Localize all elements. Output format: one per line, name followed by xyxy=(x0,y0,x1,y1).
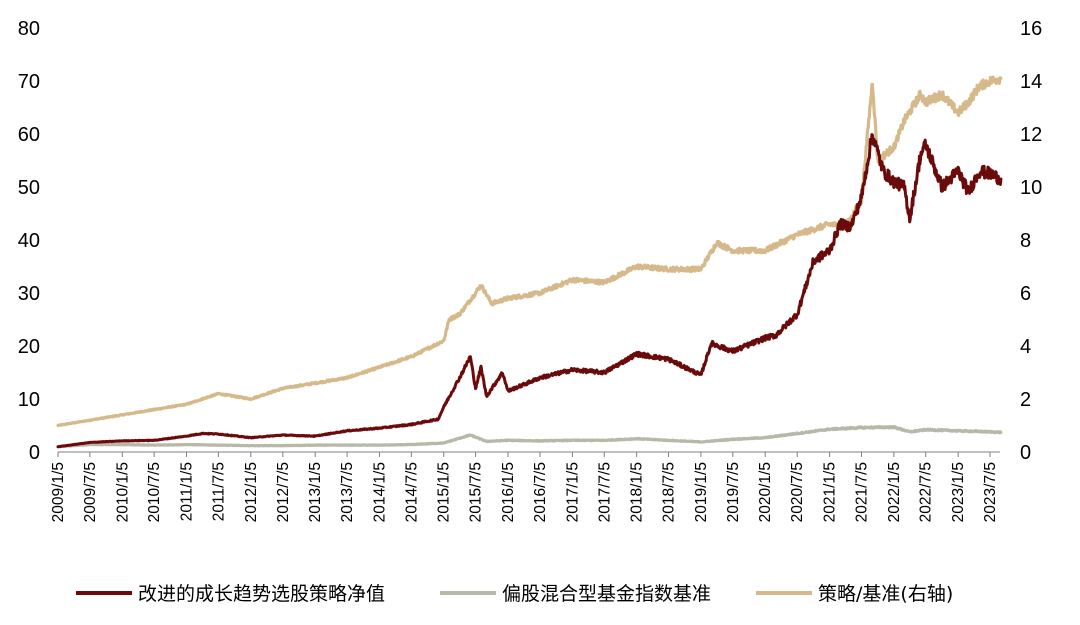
x-tick-label: 2015/7/5 xyxy=(468,462,485,522)
x-tick-label: 2020/7/5 xyxy=(789,462,806,522)
x-tick-label: 2011/1/5 xyxy=(179,462,196,521)
x-tick-label: 2017/7/5 xyxy=(596,462,613,522)
x-tick-label: 2021/1/5 xyxy=(822,462,839,522)
left-y-tick-label: 0 xyxy=(29,442,40,464)
x-tick-label: 2015/1/5 xyxy=(436,462,453,522)
right-y-tick-label: 0 xyxy=(1020,442,1031,464)
x-axis: 2009/1/5 2009/7/5 2010/1/5 2010/7/5 2011/1/5… xyxy=(50,451,1000,522)
left-y-axis: 0 10 20 30 40 50 60 70 80 xyxy=(18,18,40,464)
legend-item-benchmark: 偏股混合型基金指数基准 xyxy=(440,583,711,605)
x-tick-label: 2023/1/5 xyxy=(950,462,967,522)
x-tick-label: 2019/7/5 xyxy=(725,462,742,522)
strategy-nav-line xyxy=(56,133,1003,449)
left-y-tick-label: 80 xyxy=(18,18,40,40)
x-tick-label: 2016/7/5 xyxy=(532,462,549,522)
x-tick-label: 2018/1/5 xyxy=(629,462,646,522)
x-tick-label: 2016/1/5 xyxy=(500,462,517,522)
x-tick-label: 2014/1/5 xyxy=(371,462,388,522)
left-y-tick-label: 40 xyxy=(18,230,40,252)
left-y-tick-label: 20 xyxy=(18,336,40,358)
legend-item-strategy: 改进的成长趋势选股策略净值 xyxy=(76,583,385,605)
right-y-tick-label: 12 xyxy=(1020,124,1042,146)
left-y-tick-label: 60 xyxy=(18,124,40,146)
right-y-tick-label: 16 xyxy=(1020,18,1042,40)
x-tick-label: 2018/7/5 xyxy=(661,462,678,522)
legend: 改进的成长趋势选股策略净值 偏股混合型基金指数基准 策略/基准(右轴) xyxy=(76,583,953,605)
ratio-right-axis-line xyxy=(56,75,1003,428)
x-tick-label: 2010/1/5 xyxy=(114,462,131,522)
x-tick-label: 2021/7/5 xyxy=(853,462,870,522)
left-y-tick-label: 10 xyxy=(18,389,40,411)
x-tick-label: 2023/7/5 xyxy=(982,462,999,522)
x-tick-label: 2011/7/5 xyxy=(210,462,227,521)
left-y-tick-label: 50 xyxy=(18,177,40,199)
legend-item-ratio: 策略/基准(右轴) xyxy=(756,583,953,605)
right-y-tick-label: 10 xyxy=(1020,177,1042,199)
x-tick-label: 2012/1/5 xyxy=(243,462,260,522)
legend-label: 策略/基准(右轴) xyxy=(818,583,953,605)
right-y-tick-label: 8 xyxy=(1020,230,1031,252)
legend-label: 偏股混合型基金指数基准 xyxy=(502,583,711,605)
left-y-tick-label: 70 xyxy=(18,71,40,93)
right-y-tick-label: 6 xyxy=(1020,283,1031,305)
x-tick-label: 2012/7/5 xyxy=(275,462,292,522)
right-y-axis: 0 2 4 6 8 10 12 14 16 xyxy=(1020,18,1042,464)
right-y-tick-label: 14 xyxy=(1020,71,1042,93)
x-tick-label: 2022/7/5 xyxy=(918,462,935,522)
x-tick-label: 2019/1/5 xyxy=(693,462,710,522)
right-y-tick-label: 2 xyxy=(1020,389,1031,411)
x-tick-label: 2013/7/5 xyxy=(339,462,356,522)
benchmark-index-line xyxy=(56,424,1003,449)
x-tick-label: 2009/7/5 xyxy=(82,462,99,522)
left-y-tick-label: 30 xyxy=(18,283,40,305)
series-lines xyxy=(56,75,1003,449)
x-tick-label: 2022/1/5 xyxy=(886,462,903,522)
x-tick-label: 2017/1/5 xyxy=(564,462,581,522)
x-tick-label: 2013/1/5 xyxy=(307,462,324,522)
right-y-tick-label: 4 xyxy=(1020,336,1031,358)
x-tick-label: 2010/7/5 xyxy=(146,462,163,522)
x-tick-label: 2009/1/5 xyxy=(50,462,67,522)
x-tick-label: 2014/7/5 xyxy=(403,462,420,522)
x-tick-label: 2020/1/5 xyxy=(757,462,774,522)
legend-label: 改进的成长趋势选股策略净值 xyxy=(138,583,385,605)
